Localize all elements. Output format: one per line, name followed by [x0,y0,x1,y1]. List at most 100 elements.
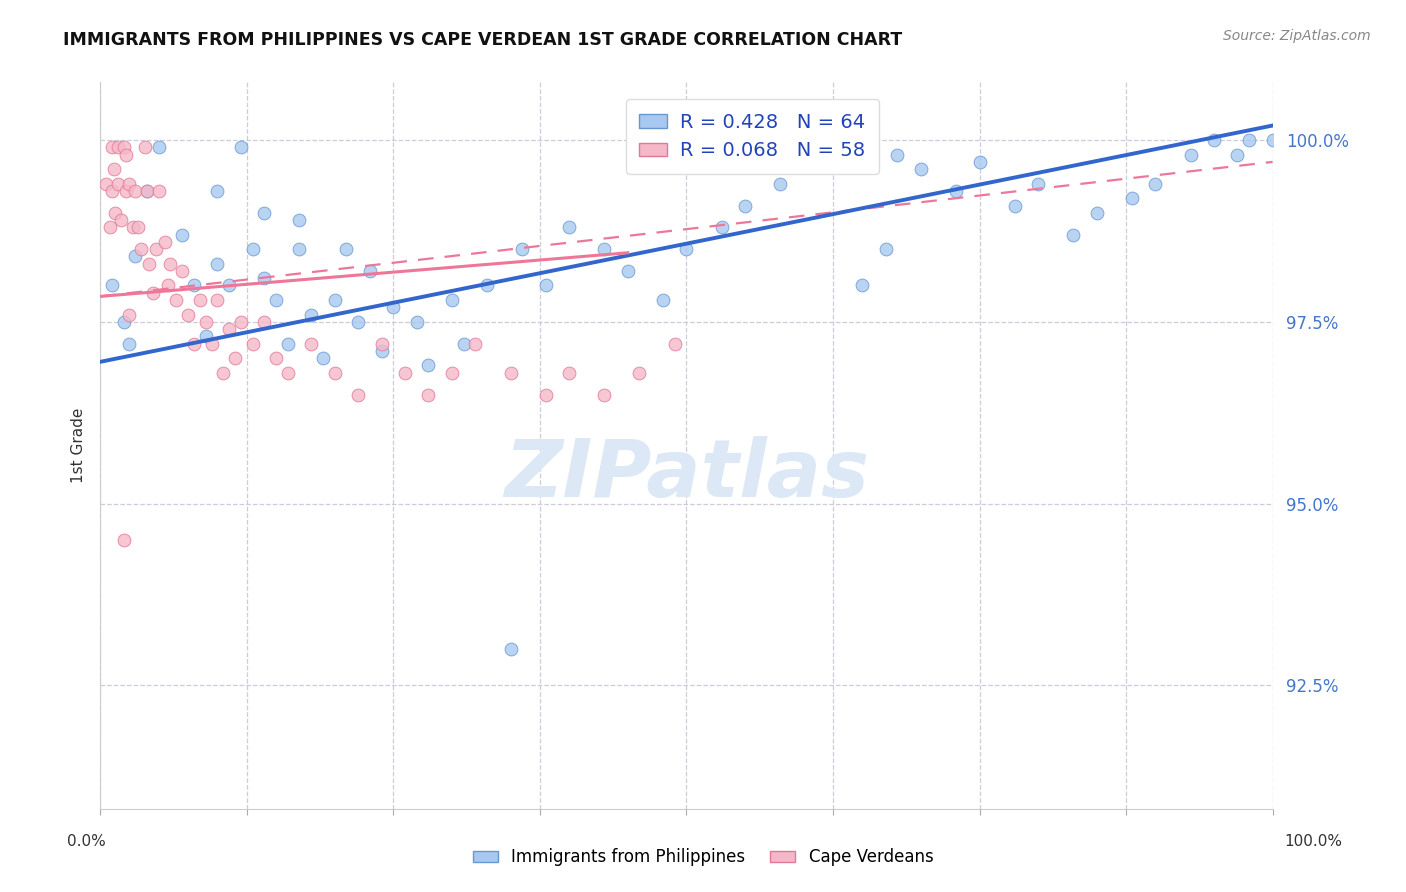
Point [112,140,135,154]
Point [134,140,156,154]
Point [323,293,346,307]
Point [499,642,522,657]
Point [734,198,756,212]
Point [347,387,370,401]
Point [969,154,991,169]
Point [183,278,205,293]
Point [394,366,416,380]
Point [157,278,180,293]
Point [122,220,145,235]
Point [101,278,124,293]
Point [207,257,229,271]
Point [312,351,335,366]
Point [534,387,557,401]
Point [148,184,170,198]
Point [1004,198,1026,212]
Point [136,184,159,198]
Point [98,220,121,235]
Point [242,242,264,256]
Text: ZIPatlas: ZIPatlas [503,435,869,514]
Point [370,336,392,351]
Point [107,177,129,191]
Point [664,336,686,351]
Point [115,184,138,198]
Text: IMMIGRANTS FROM PHILIPPINES VS CAPE VERDEAN 1ST GRADE CORRELATION CHART: IMMIGRANTS FROM PHILIPPINES VS CAPE VERD… [63,31,903,49]
Point [218,278,240,293]
Point [475,278,498,293]
Point [370,343,392,358]
Point [165,293,187,307]
Point [299,308,322,322]
Point [264,351,287,366]
Point [288,242,311,256]
Point [1180,147,1202,161]
Point [1226,147,1249,161]
Point [242,336,264,351]
Point [177,308,200,322]
Point [115,147,138,161]
Point [124,184,146,198]
Point [104,206,127,220]
Text: 100.0%: 100.0% [1285,834,1343,848]
Point [651,293,673,307]
Point [142,285,165,300]
Point [335,242,357,256]
Point [277,336,299,351]
Point [534,278,557,293]
Point [124,249,146,263]
Point [510,242,533,256]
Point [153,235,176,249]
Point [212,366,235,380]
Point [112,533,135,547]
Point [101,184,124,198]
Point [145,242,167,256]
Point [418,359,440,373]
Point [253,315,276,329]
Point [405,315,427,329]
Point [828,133,851,147]
Point [110,213,132,227]
Point [945,184,967,198]
Point [159,257,181,271]
Point [94,177,117,191]
Point [277,366,299,380]
Point [129,242,152,256]
Point [440,293,463,307]
Point [593,387,616,401]
Point [224,351,246,366]
Point [1202,133,1225,147]
Point [172,264,194,278]
Text: 0.0%: 0.0% [67,834,107,848]
Point [101,140,124,154]
Point [188,293,211,307]
Point [499,366,522,380]
Point [194,315,217,329]
Point [200,336,222,351]
Y-axis label: 1st Grade: 1st Grade [72,408,86,483]
Point [323,366,346,380]
Point [1121,191,1143,205]
Legend: R = 0.428   N = 64, R = 0.068   N = 58: R = 0.428 N = 64, R = 0.068 N = 58 [626,99,879,174]
Point [288,213,311,227]
Point [910,162,932,177]
Point [118,177,141,191]
Point [710,220,733,235]
Point [440,366,463,380]
Point [851,133,873,147]
Point [107,140,129,154]
Legend: Immigrants from Philippines, Cape Verdeans: Immigrants from Philippines, Cape Verdea… [465,842,941,873]
Point [359,264,381,278]
Point [229,140,252,154]
Point [1026,177,1049,191]
Point [1261,133,1284,147]
Point [1062,227,1084,242]
Point [229,315,252,329]
Point [558,220,581,235]
Point [593,242,616,256]
Point [558,366,581,380]
Point [218,322,240,336]
Point [103,162,125,177]
Point [207,293,229,307]
Point [886,147,908,161]
Point [253,206,276,220]
